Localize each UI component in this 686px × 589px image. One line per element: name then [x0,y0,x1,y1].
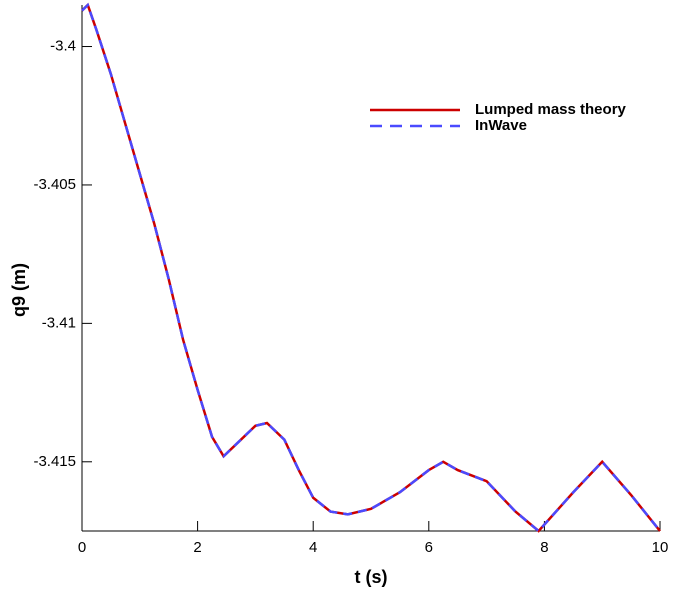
x-tick-label: 4 [309,539,317,556]
x-tick-label: 2 [193,539,201,556]
legend-text: InWave [475,117,527,134]
x-tick-label: 10 [652,539,669,556]
y-tick-label: -3.41 [42,314,76,331]
x-tick-label: 6 [425,539,433,556]
series-line [81,2,661,533]
x-tick-label: 0 [78,539,86,556]
y-tick-label: -3.415 [33,453,76,470]
y-axis-title: q9 (m) [9,263,29,317]
x-tick-label: 8 [540,539,548,556]
y-tick-label: -3.4 [50,37,76,54]
y-tick-label: -3.405 [33,176,76,193]
x-axis-title: t (s) [355,567,388,587]
series-line [81,2,661,533]
legend-text: Lumped mass theory [475,101,627,118]
